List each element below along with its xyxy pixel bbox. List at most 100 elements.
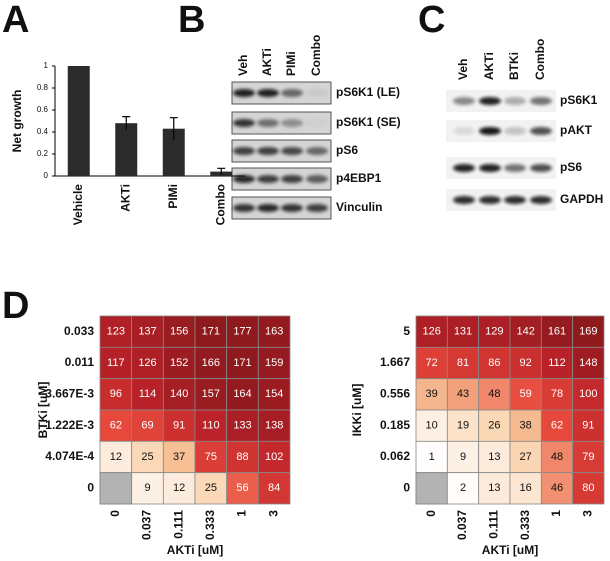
blot-band	[453, 127, 475, 135]
cell-label: 72	[426, 357, 438, 369]
cell-label: 1	[429, 451, 435, 463]
cell-label: 163	[265, 326, 283, 338]
cell-label: 69	[141, 420, 153, 432]
cell-label: 79	[582, 451, 594, 463]
empty-cell	[100, 473, 132, 504]
x-tick-label: 0.037	[455, 510, 469, 540]
band-label: p4EBP1	[336, 171, 382, 185]
cell-label: 137	[138, 326, 156, 338]
blot-band	[306, 175, 328, 183]
lane-label: PIMi	[284, 51, 298, 76]
cell-label: 81	[457, 357, 469, 369]
cell-label: 154	[265, 388, 283, 400]
x-tick-label: AKTi	[118, 184, 132, 212]
blot-band	[257, 119, 279, 127]
panel-letter: A	[2, 0, 29, 41]
cell-label: 78	[551, 388, 563, 400]
cell-label: 9	[144, 482, 150, 494]
blot-band	[233, 147, 255, 155]
x-tick-label: 1	[549, 510, 563, 517]
blot-band	[281, 175, 303, 183]
y-tick-label: 0.556	[380, 387, 410, 401]
y-tick-label: 0	[403, 481, 410, 495]
y-tick-label: 1	[44, 61, 49, 70]
blot-band	[453, 164, 475, 172]
cell-label: 91	[173, 420, 185, 432]
cell-label: 171	[233, 357, 251, 369]
blot-band	[453, 97, 475, 105]
cell-label: 148	[579, 357, 597, 369]
y-tick-label: 0.185	[380, 418, 410, 432]
cell-label: 156	[170, 326, 188, 338]
cell-label: 48	[488, 388, 500, 400]
y-axis-label: BTKi [uM]	[36, 382, 50, 439]
y-tick-label: 0.062	[380, 449, 410, 463]
empty-cell	[416, 473, 447, 504]
x-tick-label: 0	[424, 510, 438, 517]
cell-label: 62	[551, 420, 563, 432]
cell-label: 114	[139, 388, 157, 400]
cell-label: 110	[202, 420, 220, 432]
cell-label: 171	[202, 326, 220, 338]
cell-label: 25	[141, 451, 153, 463]
cell-label: 9	[460, 451, 466, 463]
cell-label: 96	[110, 388, 122, 400]
y-tick-label: 0	[44, 171, 49, 180]
y-axis-label: Net growth	[10, 90, 24, 153]
panel-letter: B	[178, 0, 205, 41]
x-tick-label: 0.111	[487, 510, 501, 539]
lane-label: Combo	[309, 35, 323, 76]
cell-label: 25	[205, 482, 217, 494]
cell-label: 2	[460, 482, 466, 494]
cell-label: 92	[520, 357, 532, 369]
blot-band	[281, 119, 303, 127]
lane-label: Veh	[236, 55, 250, 76]
x-tick-label: Vehicle	[71, 184, 85, 226]
cell-label: 129	[485, 326, 503, 338]
cell-label: 13	[488, 451, 500, 463]
cell-label: 86	[488, 357, 500, 369]
blot-band	[257, 147, 279, 155]
blot-band	[530, 97, 552, 105]
cell-label: 112	[548, 357, 566, 369]
blot-band	[257, 204, 279, 212]
y-tick-label: 0.033	[64, 324, 94, 338]
band-label: pS6K1 (SE)	[336, 115, 401, 129]
x-tick-label: 1	[235, 510, 249, 517]
blot-band	[530, 127, 552, 135]
panel-letter: D	[2, 285, 29, 327]
blot-band	[257, 175, 279, 183]
blot-band	[504, 127, 526, 135]
lane-label: AKTi	[260, 48, 274, 76]
band-label: pS6K1 (LE)	[336, 85, 400, 99]
x-tick-label: 0.037	[140, 510, 154, 540]
blot-band	[306, 147, 328, 155]
y-tick-label: 0	[87, 481, 94, 495]
blot-band	[530, 164, 552, 172]
cell-label: 142	[516, 326, 534, 338]
lane-label: AKTi	[482, 52, 496, 80]
x-tick-label: PIMi	[166, 184, 180, 209]
blot-band	[504, 164, 526, 172]
cell-label: 152	[170, 357, 188, 369]
blot-band	[257, 89, 279, 97]
blot-band	[306, 119, 328, 127]
y-tick-label: 0.2	[37, 149, 49, 158]
cell-label: 12	[173, 482, 185, 494]
blot-band	[530, 196, 552, 204]
cell-label: 126	[422, 326, 440, 338]
cell-label: 84	[268, 482, 280, 494]
cell-label: 13	[488, 482, 500, 494]
blot-band	[479, 127, 501, 135]
lane-label: Veh	[456, 59, 470, 80]
cell-label: 138	[265, 420, 283, 432]
cell-label: 100	[579, 388, 597, 400]
y-tick-label: 0.6	[37, 105, 49, 114]
y-axis-label: IKKi [uM]	[350, 384, 364, 437]
cell-label: 91	[582, 420, 594, 432]
band-label: pAKT	[560, 123, 593, 137]
blot-band	[233, 204, 255, 212]
x-tick-label: 0	[108, 510, 122, 517]
cell-label: 37	[173, 451, 185, 463]
y-tick-label: 0.4	[37, 127, 49, 136]
